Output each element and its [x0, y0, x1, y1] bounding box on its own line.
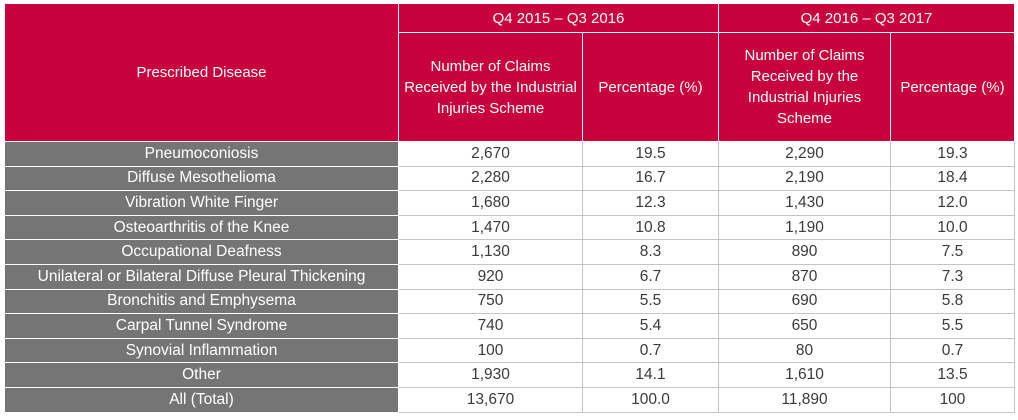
claims-period2-cell: 11,890 [718, 386, 891, 413]
table-row: Diffuse Mesothelioma 2,280 16.7 2,190 18.4 [4, 165, 1015, 192]
percentage-period1-cell: 12.3 [582, 190, 719, 216]
claims-period1-cell: 2,670 [398, 141, 583, 167]
column-header-row: Number of Claims Received by the Industr… [5, 32, 1015, 142]
table-row: Other 1,930 14.1 1,610 13.5 [4, 362, 1015, 388]
table-row: Bronchitis and Emphysema 750 5.5 690 5.8 [4, 288, 1015, 315]
claims-period1-cell: 740 [398, 313, 583, 339]
percentage-period1-cell: 8.3 [582, 239, 719, 265]
percentage-period2-cell: 13.5 [890, 362, 1015, 388]
percentage-header-period1: Percentage (%) [582, 32, 719, 142]
claims-period1-cell: 13,670 [398, 386, 583, 413]
prescribed-disease-header: Prescribed Disease [4, 3, 399, 142]
percentage-period1-cell: 100.0 [582, 386, 719, 413]
table-header: Prescribed Disease Q4 2015 – Q3 2016 Q4 … [4, 3, 1015, 142]
percentage-period1-cell: 19.5 [582, 141, 719, 167]
percentage-period2-cell: 7.3 [890, 263, 1015, 290]
claims-period2-cell: 690 [718, 288, 891, 315]
claims-period1-cell: 1,470 [398, 214, 583, 241]
percentage-period1-cell: 10.8 [582, 214, 719, 241]
claims-period2-cell: 2,190 [718, 165, 891, 192]
period-2016-2017-header: Q4 2016 – Q3 2017 [718, 3, 1015, 33]
disease-cell: Bronchitis and Emphysema [4, 288, 399, 315]
percentage-period2-cell: 100 [890, 386, 1015, 413]
disease-cell: Diffuse Mesothelioma [4, 165, 399, 192]
percentage-period2-cell: 5.5 [890, 313, 1015, 339]
percentage-period1-cell: 6.7 [582, 263, 719, 290]
disease-cell: Pneumoconiosis [4, 141, 399, 167]
claims-period2-cell: 1,430 [718, 190, 891, 216]
claims-header-period1: Number of Claims Received by the Industr… [398, 32, 583, 142]
disease-cell: All (Total) [4, 386, 399, 413]
claims-period1-cell: 750 [398, 288, 583, 315]
table-row: Unilateral or Bilateral Diffuse Pleural … [4, 263, 1015, 290]
percentage-period1-cell: 16.7 [582, 165, 719, 192]
table-row: Carpal Tunnel Syndrome 740 5.4 650 5.5 [4, 313, 1015, 339]
table-body: Pneumoconiosis 2,670 19.5 2,290 19.3 Diffuse … [4, 141, 1015, 413]
table-row: Pneumoconiosis 2,670 19.5 2,290 19.3 [4, 141, 1015, 167]
percentage-period1-cell: 0.7 [582, 337, 719, 364]
disease-cell: Vibration White Finger [4, 190, 399, 216]
claims-period2-cell: 80 [718, 337, 891, 364]
percentage-period1-cell: 5.4 [582, 313, 719, 339]
percentage-period1-cell: 5.5 [582, 288, 719, 315]
claims-period1-cell: 1,130 [398, 239, 583, 265]
percentage-period2-cell: 18.4 [890, 165, 1015, 192]
percentage-period2-cell: 12.0 [890, 190, 1015, 216]
table-row: Osteoarthritis of the Knee 1,470 10.8 1,190… [4, 214, 1015, 241]
claims-period1-cell: 920 [398, 263, 583, 290]
disease-cell: Synovial Inflammation [4, 337, 399, 364]
percentage-period2-cell: 5.8 [890, 288, 1015, 315]
claims-period2-cell: 870 [718, 263, 891, 290]
claims-period1-cell: 2,280 [398, 165, 583, 192]
percentage-period2-cell: 0.7 [890, 337, 1015, 364]
claims-period1-cell: 1,680 [398, 190, 583, 216]
percentage-period2-cell: 19.3 [890, 141, 1015, 167]
claims-period2-cell: 1,190 [718, 214, 891, 241]
claims-table: Prescribed Disease Q4 2015 – Q3 2016 Q4 … [4, 3, 1015, 413]
disease-cell: Osteoarthritis of the Knee [4, 214, 399, 241]
disease-cell: Occupational Deafness [4, 239, 399, 265]
disease-cell: Unilateral or Bilateral Diffuse Pleural … [4, 263, 399, 290]
claims-period2-cell: 890 [718, 239, 891, 265]
claims-header-period2: Number of Claims Received by the Industr… [718, 32, 891, 142]
table-row: Synovial Inflammation 100 0.7 80 0.7 [4, 337, 1015, 364]
claims-period1-cell: 1,930 [398, 362, 583, 388]
table-row: Vibration White Finger 1,680 12.3 1,430 12.0 [4, 190, 1015, 216]
percentage-period2-cell: 7.5 [890, 239, 1015, 265]
claims-period2-cell: 650 [718, 313, 891, 339]
disease-cell: Other [4, 362, 399, 388]
percentage-period2-cell: 10.0 [890, 214, 1015, 241]
claims-period2-cell: 1,610 [718, 362, 891, 388]
disease-cell: Carpal Tunnel Syndrome [4, 313, 399, 339]
percentage-period1-cell: 14.1 [582, 362, 719, 388]
claims-period1-cell: 100 [398, 337, 583, 364]
period-2015-2016-header: Q4 2015 – Q3 2016 [398, 3, 719, 33]
claims-period2-cell: 2,290 [718, 141, 891, 167]
total-row: All (Total) 13,670 100.0 11,890 100 [4, 386, 1015, 413]
period-header-row: Prescribed Disease Q4 2015 – Q3 2016 Q4 … [4, 3, 1015, 142]
table-row: Occupational Deafness 1,130 8.3 890 7.5 [4, 239, 1015, 265]
percentage-header-period2: Percentage (%) [890, 32, 1015, 142]
